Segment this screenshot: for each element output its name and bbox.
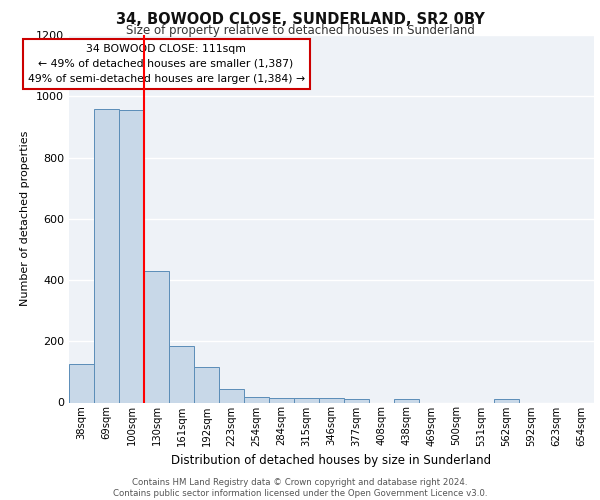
Bar: [494, 400, 519, 402]
Bar: [319, 398, 344, 402]
Bar: [344, 400, 369, 402]
Bar: [394, 400, 419, 402]
Bar: [219, 388, 244, 402]
Text: 34, BOWOOD CLOSE, SUNDERLAND, SR2 0BY: 34, BOWOOD CLOSE, SUNDERLAND, SR2 0BY: [116, 12, 484, 28]
Bar: [119, 110, 144, 403]
Bar: [94, 108, 119, 403]
Bar: [169, 346, 194, 403]
Text: 34 BOWOOD CLOSE: 111sqm
← 49% of detached houses are smaller (1,387)
49% of semi: 34 BOWOOD CLOSE: 111sqm ← 49% of detache…: [28, 44, 305, 84]
Bar: [269, 398, 294, 402]
Bar: [194, 368, 219, 402]
Bar: [69, 364, 94, 403]
Bar: [294, 398, 319, 402]
X-axis label: Distribution of detached houses by size in Sunderland: Distribution of detached houses by size …: [172, 454, 491, 467]
Text: Size of property relative to detached houses in Sunderland: Size of property relative to detached ho…: [125, 24, 475, 37]
Bar: [144, 271, 169, 402]
Text: Contains HM Land Registry data © Crown copyright and database right 2024.
Contai: Contains HM Land Registry data © Crown c…: [113, 478, 487, 498]
Bar: [244, 397, 269, 402]
Y-axis label: Number of detached properties: Number of detached properties: [20, 131, 31, 306]
